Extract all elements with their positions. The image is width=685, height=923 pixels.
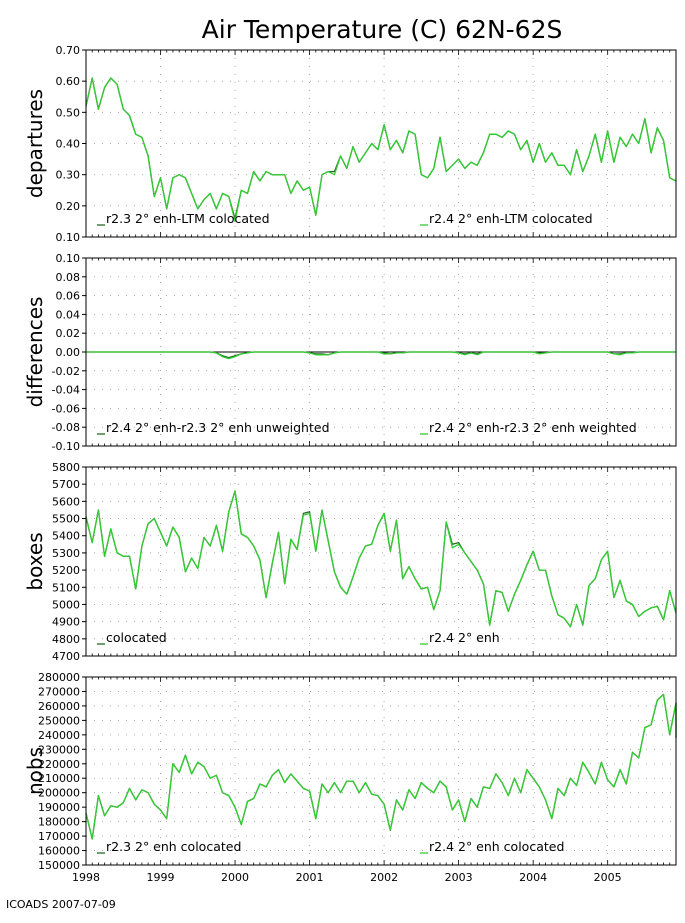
legend-entry-1: r2.3 2° enh colocated [106,839,241,854]
y-tick-label: 0.20 [56,200,81,213]
series-line-1 [85,77,677,219]
y-tick-label: 200000 [38,787,80,800]
panel-differences: -0.10 -0.08 -0.06 -0.04 -0.02 0.00 0.02 0.04 0.0… [23,252,677,453]
y-tick-label: 190000 [38,801,80,814]
chart-title: Air Temperature (C) 62N-62S [202,15,563,44]
y-tick-label: 240000 [38,729,80,742]
legend-entry-2: r2.4 2° enh [429,630,500,645]
legend-entry-2: r2.4 2° enh-LTM colocated [429,211,593,226]
footer-text: ICOADS 2007-07-09 [6,898,116,911]
y-tick-label: 280000 [38,671,80,684]
y-tick-label: -0.02 [52,365,80,378]
y-tick-label: 5200 [52,564,80,577]
y-tick-label: 4800 [52,633,80,646]
legend-entry-1: r2.3 2° enh-LTM colocated [106,211,270,226]
y-axis-label-departures: departures [23,89,47,198]
y-tick-label: -0.08 [52,421,80,434]
y-axis-label-nobs: nobs [23,747,47,795]
y-tick-label: 5100 [52,581,80,594]
plot-frame [85,676,677,866]
y-tick-label: 5800 [52,461,80,474]
series-line-2 [86,351,676,360]
x-tick-label: 2003 [445,871,473,884]
y-tick-label: 5700 [52,478,80,491]
panel-boxes: 4700 4800 4900 5000 5100 5200 5300 5400 5500 5600… [23,461,677,663]
legend-entry-2: r2.4 2° enh-r2.3 2° enh weighted [429,420,637,435]
y-tick-label: 0.10 [56,231,81,244]
y-tick-label: 0.08 [56,271,81,284]
panels: 0.10 0.20 0.30 0.40 0.50 0.60 0.70 departures r2… [23,44,677,872]
y-tick-label: 260000 [38,700,80,713]
y-axis-label-differences: differences [23,297,47,408]
y-axis-label-boxes: boxes [23,532,47,590]
y-tick-label: 5400 [52,530,80,543]
series-line-2 [85,77,677,223]
y-tick-label: 0.00 [56,346,81,359]
legend-entry-2: r2.4 2° enh colocated [429,839,564,854]
y-tick-label: 0.70 [56,44,81,57]
y-tick-label: 4700 [52,650,80,663]
x-tick-label: 2000 [221,871,249,884]
y-tick-label: -0.06 [52,402,80,415]
legend-entry-1: r2.4 2° enh-r2.3 2° enh unweighted [106,420,330,435]
y-tick-label: 150000 [38,859,80,872]
y-tick-label: 5300 [52,547,80,560]
y-tick-label: 220000 [38,758,80,771]
series-line-2 [85,693,677,840]
y-tick-label: -0.10 [52,440,80,453]
legend-entry-1: colocated [106,630,167,645]
series-line-2 [85,490,677,628]
y-tick-label: -0.04 [52,384,80,397]
y-tick-label: 230000 [38,743,80,756]
x-tick-label: 1998 [72,871,100,884]
y-tick-label: 0.50 [56,106,81,119]
y-tick-label: 5600 [52,495,80,508]
x-axis-tick-labels: 1998 1999 2000 2001 2002 2003 2004 2005 [72,871,622,884]
y-tick-label: 180000 [38,816,80,829]
x-tick-label: 2002 [370,871,398,884]
x-tick-label: 2001 [296,871,324,884]
y-tick-label: 0.40 [56,138,81,151]
y-tick-label: 270000 [38,685,80,698]
x-tick-label: 1999 [147,871,175,884]
x-tick-label: 2004 [519,871,547,884]
y-tick-label: 0.02 [56,327,81,340]
y-tick-label: 4900 [52,616,80,629]
y-tick-label: 160000 [38,845,80,858]
plot-frame [85,466,677,657]
y-tick-label: 250000 [38,714,80,727]
y-tick-label: 5000 [52,598,80,611]
y-tick-label: 0.10 [56,252,81,265]
plot-frame [85,49,677,238]
x-tick-label: 2005 [594,871,622,884]
y-tick-label: 0.30 [56,169,81,182]
series-line-1 [85,490,677,628]
y-tick-label: 170000 [38,830,80,843]
y-tick-label: 0.06 [56,290,81,303]
y-tick-label: 0.60 [56,75,81,88]
y-tick-label: 210000 [38,772,80,785]
y-tick-label: 0.04 [56,308,81,321]
panel-departures: 0.10 0.20 0.30 0.40 0.50 0.60 0.70 departures r2… [23,44,677,244]
y-tick-label: 5500 [52,513,80,526]
plot-frame [85,257,677,447]
